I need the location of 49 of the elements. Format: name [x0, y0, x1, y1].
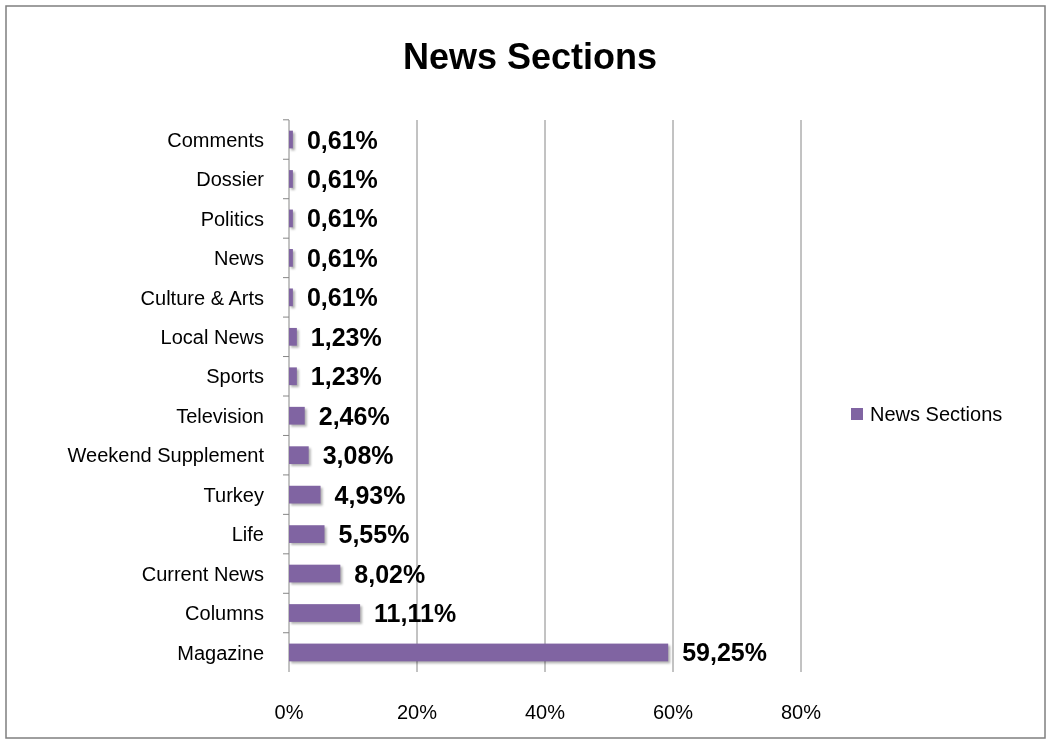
chart-title: News Sections — [402, 35, 658, 77]
data-label: 59,25% — [682, 638, 767, 667]
x-tick-label: 40% — [524, 701, 566, 724]
bar — [289, 327, 297, 346]
data-label: 8,02% — [354, 559, 426, 588]
y-tick-label: Sports — [206, 365, 264, 388]
y-tick-label: Culture & Arts — [140, 286, 264, 309]
y-tick-label: Dossier — [196, 168, 265, 191]
bar — [289, 367, 297, 386]
bar — [289, 525, 325, 543]
bar — [289, 130, 293, 149]
x-tick-label: 0% — [274, 701, 304, 724]
y-tick-label: Turkey — [203, 483, 264, 506]
x-tick-label: 20% — [396, 701, 438, 724]
y-tick-label: Columns — [185, 602, 264, 625]
data-label: 3,08% — [322, 441, 394, 470]
y-tick-label: Comments — [167, 128, 264, 151]
y-tick-label: Politics — [200, 207, 264, 230]
bar — [289, 485, 321, 504]
y-tick-label: Weekend Supplement — [67, 444, 265, 467]
y-tick-label: Current News — [141, 562, 264, 585]
x-tick-label: 60% — [652, 701, 694, 724]
bar — [289, 209, 293, 228]
x-tick-label: 80% — [780, 701, 822, 724]
y-tick-label: News — [213, 247, 264, 270]
bar — [289, 406, 305, 425]
legend-label: News Sections — [870, 403, 1003, 426]
bar — [289, 564, 341, 583]
data-label: 0,61% — [306, 164, 378, 193]
bar — [289, 643, 669, 662]
data-label: 1,23% — [310, 362, 382, 391]
data-label: 2,46% — [318, 401, 390, 430]
data-label: 5,55% — [338, 520, 410, 549]
y-tick-label: Television — [176, 404, 264, 427]
y-tick-label: Life — [231, 523, 264, 546]
y-tick-label: Magazine — [177, 641, 264, 664]
data-label: 0,61% — [306, 243, 378, 272]
data-label: 0,61% — [306, 125, 378, 154]
y-tick-label: Local News — [160, 326, 264, 349]
bar — [289, 170, 293, 188]
data-label: 0,61% — [306, 283, 378, 312]
data-label: 4,93% — [334, 480, 406, 509]
data-label: 1,23% — [310, 322, 382, 351]
bar — [289, 446, 309, 465]
bar — [289, 288, 293, 307]
bar — [289, 249, 293, 267]
data-label: 0,61% — [306, 204, 378, 233]
data-label: 11,11% — [374, 599, 457, 628]
bar — [289, 604, 361, 622]
